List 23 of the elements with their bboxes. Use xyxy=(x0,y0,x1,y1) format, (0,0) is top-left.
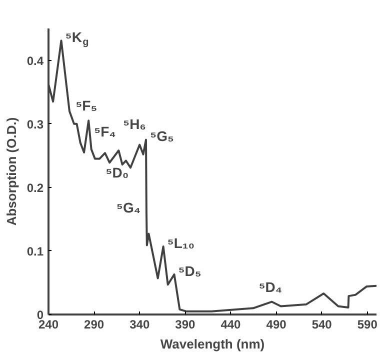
annotation: ⁵F₅ xyxy=(76,98,98,114)
annotation: ⁵G₄ xyxy=(116,199,141,216)
x-tick-label: 590 xyxy=(357,318,378,332)
annotation: ⁵D₅ xyxy=(178,262,202,279)
y-tick-label: 0.4 xyxy=(26,54,44,68)
annotation: ⁵F₄ xyxy=(94,123,116,140)
annotation: ⁵H₆ xyxy=(122,116,146,132)
x-tick-label: 340 xyxy=(130,318,150,332)
x-axis-title: Wavelength (nm) xyxy=(160,336,265,352)
annotation: ⁵D₄ xyxy=(258,278,282,295)
x-tick-label: 290 xyxy=(84,318,104,332)
x-tick-label: 540 xyxy=(312,318,332,332)
y-tick-label: 0.3 xyxy=(26,117,44,132)
y-tick-label: 0.1 xyxy=(26,244,44,258)
annotation: ⁵L₁₀ xyxy=(167,234,195,251)
x-tick-label: 390 xyxy=(175,318,196,332)
x-tick-label: 490 xyxy=(266,318,287,332)
annotation: ⁵G₅ xyxy=(150,128,174,144)
x-tick-label: 440 xyxy=(220,318,242,332)
annotation: ⁵D₀ xyxy=(106,164,129,181)
y-axis-title: Absorption (O.D.) xyxy=(4,117,19,226)
x-tick-label: 240 xyxy=(38,318,59,332)
y-tick-label: 0.2 xyxy=(26,180,44,195)
